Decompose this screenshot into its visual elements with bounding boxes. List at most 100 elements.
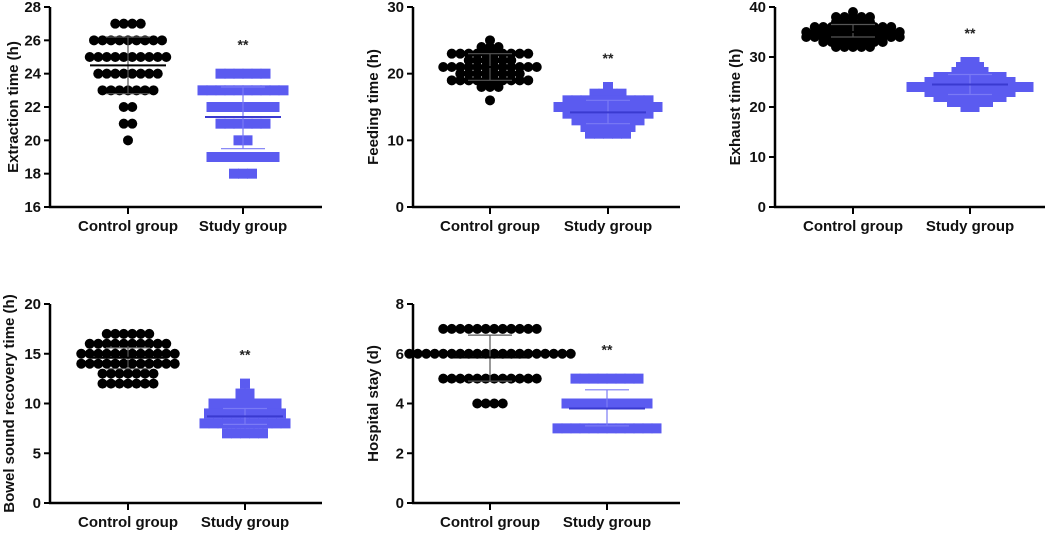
data-point-study <box>598 108 609 119</box>
data-point-study <box>235 388 246 399</box>
data-point-study <box>924 87 935 97</box>
data-point-study <box>603 128 613 139</box>
data-point-study <box>1005 87 1016 97</box>
data-point-control <box>110 328 121 339</box>
data-point-study <box>262 398 273 409</box>
data-point-control <box>412 348 423 359</box>
data-point-study <box>222 428 232 439</box>
data-point-control <box>127 68 138 79</box>
data-point-study <box>634 115 645 126</box>
data-point-control <box>118 338 129 349</box>
y-tick-label: 5 <box>33 445 41 462</box>
data-point-control <box>144 328 155 339</box>
data-point-study <box>251 85 262 96</box>
data-point-control <box>97 378 108 389</box>
data-point-control <box>476 82 487 92</box>
data-point-control <box>404 348 415 359</box>
data-point-control <box>110 338 121 349</box>
data-point-study <box>224 102 235 112</box>
data-point-control <box>446 323 457 334</box>
data-point-control <box>118 68 129 79</box>
data-point-study <box>570 423 581 434</box>
data-point-control <box>101 338 112 349</box>
data-point-study <box>244 388 255 399</box>
data-point-control <box>463 348 474 359</box>
data-point-control <box>127 102 138 112</box>
data-point-control <box>118 118 129 129</box>
data-point-study <box>579 398 590 409</box>
y-tick-label: 16 <box>24 199 41 216</box>
data-point-control <box>485 82 495 92</box>
data-point-control <box>489 323 500 334</box>
data-point-control <box>144 52 155 62</box>
data-point-control <box>93 338 104 349</box>
data-point-control <box>455 323 466 334</box>
data-point-control <box>169 358 180 369</box>
data-point-control <box>831 42 841 52</box>
data-point-control <box>135 18 146 29</box>
y-tick-label: 30 <box>749 49 766 66</box>
data-point-study <box>571 102 582 112</box>
data-point-study <box>235 418 246 429</box>
data-point-study <box>947 97 957 107</box>
x-tick-label: Control group <box>440 218 540 235</box>
data-point-study <box>589 115 600 126</box>
data-point-control <box>135 348 146 359</box>
data-point-study <box>276 408 286 419</box>
data-point-control <box>523 348 534 359</box>
data-point-control <box>157 35 167 46</box>
data-point-control <box>152 348 163 359</box>
data-point-study <box>253 398 264 409</box>
x-tick-label: Control group <box>78 514 178 531</box>
data-point-study <box>633 373 644 384</box>
data-point-control <box>865 42 875 52</box>
data-point-control <box>93 68 104 79</box>
data-point-control <box>140 85 150 96</box>
x-tick-label: Study group <box>564 218 652 235</box>
data-point-control <box>93 358 104 369</box>
data-point-control <box>480 398 491 409</box>
significance-annotation: ** <box>603 50 614 66</box>
data-point-study <box>242 152 253 162</box>
data-point-control <box>106 368 116 379</box>
y-tick-label: 20 <box>749 99 766 116</box>
panel-1: 16 18 20 22 24 26 28 Control group Study group Ex… <box>5 0 322 235</box>
y-axis-label: Extraction time (h) <box>5 41 22 173</box>
data-point-control <box>438 323 449 334</box>
data-point-control <box>93 348 104 359</box>
data-point-control <box>110 68 121 79</box>
y-tick-label: 2 <box>396 445 404 462</box>
data-point-study <box>224 85 235 96</box>
data-point-study <box>262 418 273 429</box>
data-point-study <box>224 152 235 162</box>
data-point-study <box>571 115 582 126</box>
data-point-study <box>233 68 244 79</box>
data-point-study <box>280 418 291 429</box>
data-point-control <box>446 62 457 72</box>
data-point-control <box>106 85 116 96</box>
data-point-study <box>260 118 271 129</box>
data-point-control <box>480 323 491 334</box>
data-point-study <box>969 102 980 112</box>
data-point-control <box>497 348 508 359</box>
data-point-study <box>269 102 280 112</box>
data-point-study <box>233 152 244 162</box>
data-point-control <box>152 52 163 62</box>
data-point-control <box>438 62 449 72</box>
data-point-control <box>523 75 534 86</box>
data-point-control <box>131 368 142 379</box>
data-point-study <box>251 118 262 129</box>
data-point-study <box>615 398 626 409</box>
y-tick-label: 0 <box>396 495 404 512</box>
data-point-control <box>506 323 517 334</box>
data-point-study <box>213 408 223 419</box>
data-point-control <box>84 358 95 369</box>
data-point-study <box>634 102 645 112</box>
data-point-study <box>588 373 599 384</box>
data-point-control <box>101 68 112 79</box>
data-point-control <box>110 358 121 369</box>
y-tick-label: 28 <box>24 0 41 16</box>
data-point-study <box>996 92 1007 102</box>
data-point-study <box>597 423 608 434</box>
data-point-study <box>597 373 608 384</box>
